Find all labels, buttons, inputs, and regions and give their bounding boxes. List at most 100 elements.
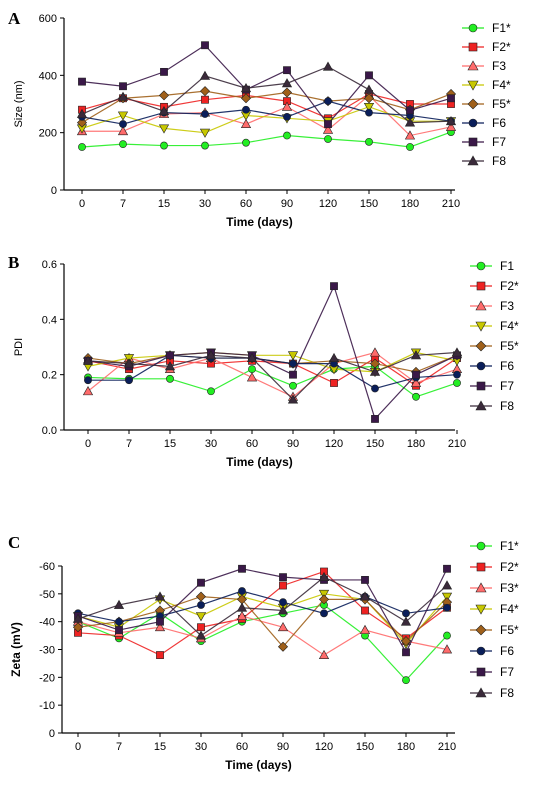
point-f1-210 — [443, 631, 451, 640]
point-f3-60 — [240, 118, 252, 128]
point-f1-30 — [201, 141, 209, 150]
y-tick-label: -50 — [39, 589, 55, 601]
x-tick-label: 60 — [236, 741, 248, 753]
point-f8-180 — [400, 616, 412, 626]
point-f3-60 — [236, 610, 248, 621]
x-tick-label: 7 — [120, 198, 126, 210]
point-f2-30 — [201, 95, 209, 104]
point-f8-60 — [240, 83, 252, 93]
legend-label: F2* — [492, 40, 511, 54]
x-tick-label: 7 — [116, 741, 122, 753]
point-f1-60 — [242, 138, 250, 147]
series-line-f2 — [81, 93, 451, 120]
legend-marker-f8 — [475, 400, 487, 411]
y-tick-label: -30 — [39, 645, 55, 657]
series-line-f8 — [87, 351, 458, 401]
y-axis-title: Zeta (mV) — [9, 622, 23, 677]
point-f8-120 — [328, 352, 340, 362]
point-f7-150 — [365, 71, 373, 80]
point-f2-30 — [197, 623, 205, 632]
point-f6-60 — [238, 587, 246, 595]
point-f5-60 — [240, 93, 252, 104]
point-f3-120 — [322, 124, 334, 134]
x-tick-label: 90 — [287, 438, 299, 450]
point-f8-7 — [123, 358, 135, 368]
point-f5-0 — [72, 622, 84, 633]
point-f8-180 — [404, 117, 416, 127]
point-f5-30 — [195, 591, 207, 602]
legend-marker-f6 — [476, 646, 486, 656]
panel-letter: A — [8, 9, 21, 28]
point-f3-90 — [277, 622, 289, 632]
x-tick-label: 15 — [164, 438, 176, 450]
x-tick-label: 150 — [356, 741, 374, 753]
legend-label: F2* — [500, 560, 519, 574]
legend-label: F3* — [500, 581, 519, 595]
series-line-f5 — [81, 90, 452, 124]
point-f8-7 — [113, 599, 125, 609]
point-f1-180 — [412, 392, 420, 401]
legend-marker-f8 — [475, 687, 487, 698]
series-line-f6 — [81, 100, 452, 125]
y-tick-label: 400 — [39, 70, 57, 82]
y-tick-label: 0 — [49, 728, 55, 740]
series-line-f6 — [88, 354, 458, 390]
point-f8-30 — [199, 70, 211, 80]
point-f5-30 — [199, 86, 211, 97]
legend-marker-f3 — [475, 300, 487, 311]
point-f8-120 — [318, 571, 330, 582]
point-f8-90 — [277, 605, 289, 615]
x-tick-label: 60 — [240, 198, 252, 210]
x-tick-label: 7 — [126, 438, 132, 450]
point-f7-180 — [406, 106, 414, 115]
legend-marker-f5 — [475, 624, 487, 636]
y-tick-label: 600 — [39, 13, 57, 25]
legend-marker-f1 — [476, 541, 486, 551]
point-f7-180 — [402, 648, 410, 657]
point-f1-150 — [365, 137, 373, 146]
legend-label: F4* — [500, 319, 519, 333]
point-f7-90 — [283, 66, 291, 75]
point-f5-120 — [318, 594, 330, 605]
point-f8-150 — [363, 84, 375, 94]
point-f2-90 — [279, 581, 287, 590]
series-line-f5 — [87, 354, 458, 373]
point-f8-30 — [205, 350, 217, 360]
series-line-f5 — [77, 596, 448, 648]
point-f7-60 — [238, 564, 246, 573]
point-f7-90 — [289, 370, 297, 379]
x-axis-title: Time (days) — [225, 758, 291, 772]
series-line-f8 — [81, 66, 452, 124]
point-f7-15 — [160, 67, 168, 76]
point-f3-0 — [82, 386, 94, 396]
legend-marker-f1 — [476, 261, 486, 271]
point-f4-90 — [287, 351, 299, 361]
panel-a: A 0 200 400 600 0 7 15 30 60 90 120 150 180 210 Time (d… — [8, 9, 511, 229]
point-f5-90 — [277, 641, 289, 652]
legend-marker-f7 — [476, 667, 486, 677]
point-f7-120 — [324, 120, 332, 128]
y-tick-label: 200 — [39, 128, 57, 140]
point-f3-210 — [441, 644, 453, 654]
point-f6-90 — [279, 598, 287, 607]
legend-marker-f4 — [475, 604, 487, 615]
point-f8-90 — [287, 394, 299, 404]
point-f1-180 — [406, 143, 414, 151]
legend-label: F3 — [500, 299, 514, 313]
point-f7-30 — [197, 578, 205, 587]
point-f3-7 — [117, 126, 129, 136]
x-tick-label: 15 — [154, 741, 166, 753]
legend-label: F8 — [500, 399, 514, 413]
y-tick-label: -40 — [39, 617, 55, 629]
point-f8-60 — [246, 352, 258, 362]
point-f8-30 — [195, 630, 207, 640]
point-f3-180 — [404, 130, 416, 140]
legend-marker-f4 — [467, 80, 479, 91]
x-tick-label: 150 — [360, 198, 378, 210]
series-line-f7 — [87, 284, 458, 421]
point-f8-0 — [82, 355, 94, 365]
point-f1-30 — [207, 387, 215, 396]
y-tick-label: 0.4 — [42, 314, 57, 326]
point-f7-150 — [361, 576, 369, 584]
